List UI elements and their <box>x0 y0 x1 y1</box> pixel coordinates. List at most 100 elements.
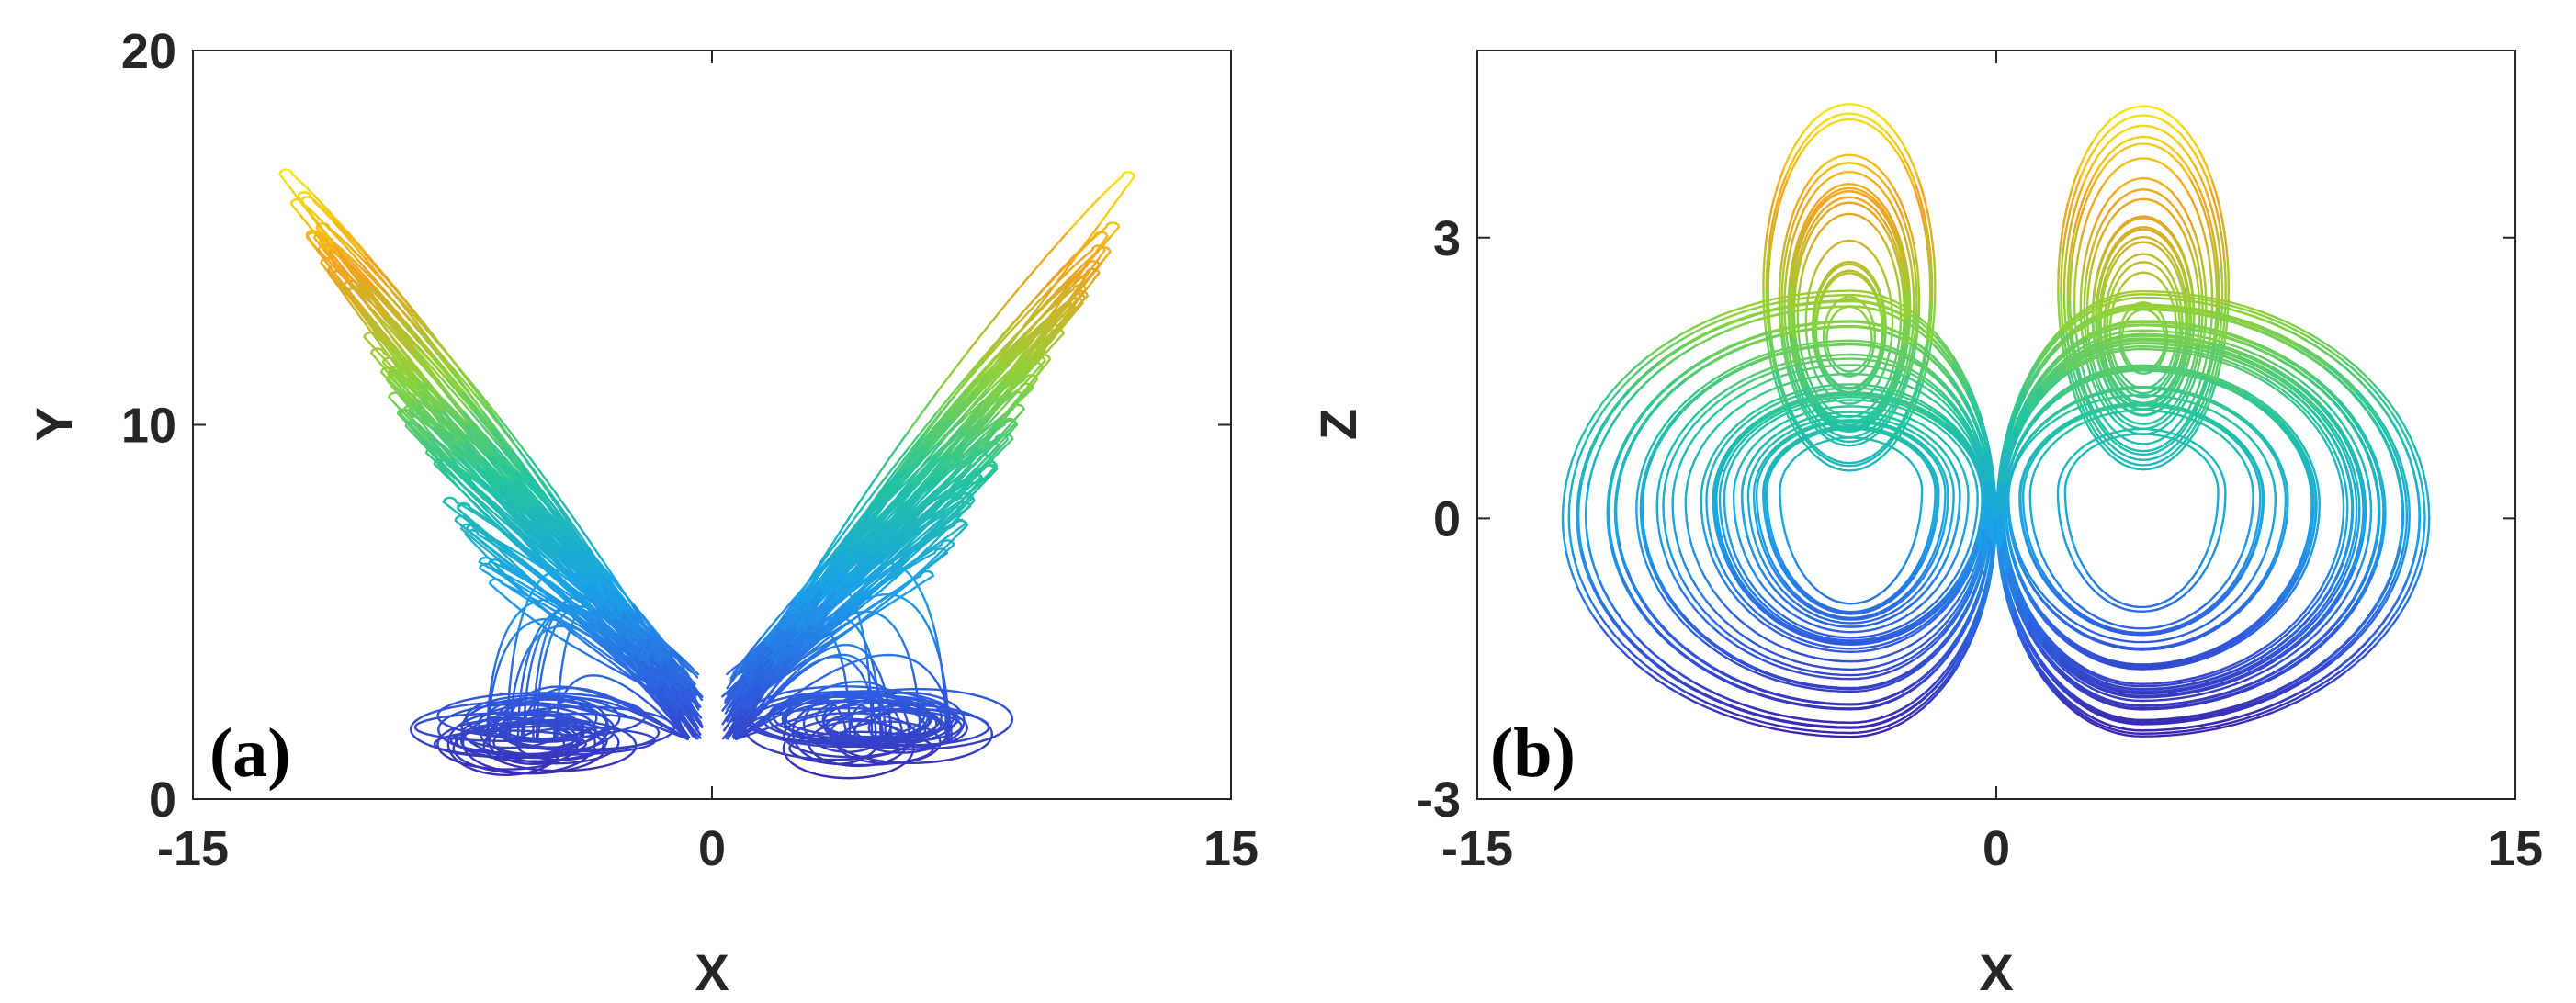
trajectory-loop <box>532 637 541 657</box>
trajectory-loop <box>483 767 507 773</box>
trajectory-loop <box>551 698 569 703</box>
trajectory-wing <box>447 504 466 520</box>
trajectory-loop <box>1991 481 1995 517</box>
trajectory-wing <box>466 430 492 457</box>
trajectory-wing <box>842 620 862 636</box>
trajectory-wing <box>1023 321 1052 356</box>
trajectory-loop <box>1919 480 1924 492</box>
trajectory-wing <box>515 571 534 585</box>
trajectory-loop <box>1827 597 1841 603</box>
trajectory-wing <box>518 512 544 538</box>
trajectory-wing <box>1037 328 1061 358</box>
trajectory-loop <box>907 600 921 614</box>
trajectory-loop <box>572 761 592 771</box>
x-tick-label: 0 <box>698 821 726 876</box>
trajectory-loop <box>1772 546 1782 565</box>
trajectory-wing <box>917 456 943 484</box>
trajectory-wing <box>544 555 570 579</box>
trajectory-loop <box>1758 551 1769 571</box>
trajectory-wing <box>481 456 509 485</box>
trajectory-loop <box>1971 443 1982 464</box>
trajectory-wing <box>613 631 638 658</box>
trajectory-wing <box>889 497 920 532</box>
trajectory-loop <box>952 728 963 739</box>
trajectory-loop <box>1909 561 1921 579</box>
trajectory-wing <box>911 490 936 515</box>
trajectory-loop <box>795 680 817 695</box>
trajectory-loop <box>867 727 873 735</box>
panel-label-a: (a) <box>209 715 291 792</box>
trajectory-loop <box>536 746 559 752</box>
trajectory-wing <box>514 567 532 581</box>
trajectory-wing <box>821 523 852 563</box>
trajectory-loop <box>466 725 481 732</box>
trajectory-loop <box>1787 627 1810 639</box>
trajectory-loop <box>1950 636 1969 663</box>
trajectory-wing <box>923 396 955 436</box>
trajectory-loop <box>1726 653 1757 671</box>
trajectory-loop <box>1642 535 1653 566</box>
trajectory-wing <box>742 687 762 712</box>
trajectory-loop <box>934 756 960 763</box>
trajectory-loop <box>542 625 556 633</box>
trajectory-loop <box>1834 620 1852 625</box>
trajectory-loop <box>814 670 835 683</box>
trajectory-loop <box>1712 480 1716 501</box>
trajectory-wing <box>442 497 450 508</box>
trajectory-wing <box>1069 246 1095 270</box>
trajectory-wing <box>963 343 996 381</box>
trajectory-loop <box>1979 480 1983 500</box>
trajectory-wing <box>565 598 585 616</box>
trajectory-loop <box>1939 470 1946 484</box>
trajectory-loop <box>788 707 818 713</box>
trajectory-loop <box>1929 510 1936 531</box>
trajectory-loop <box>844 683 850 705</box>
trajectory-wing <box>489 551 505 564</box>
trajectory-wing <box>627 675 649 688</box>
trajectory-wing <box>385 314 415 354</box>
trajectory-loop <box>594 698 609 704</box>
trajectory-loop <box>837 653 850 657</box>
trajectory-wing <box>456 503 465 514</box>
trajectory-loop <box>902 710 909 723</box>
trajectory-loop <box>409 719 417 731</box>
trajectory-loop <box>818 704 830 713</box>
trajectory-wing <box>463 523 474 528</box>
trajectory-loop <box>774 718 797 727</box>
trajectory-loop <box>1766 461 1774 474</box>
trajectory-loop <box>1718 543 1730 567</box>
trajectory-wing <box>867 571 888 589</box>
trajectory-loop <box>550 702 560 709</box>
trajectory-wing <box>763 630 783 659</box>
trajectory-loop <box>1760 531 1768 551</box>
trajectory-wing <box>1035 282 1068 315</box>
trajectory-wing <box>331 216 366 254</box>
trajectory-loop <box>583 750 615 756</box>
trajectory-loop <box>619 702 638 713</box>
trajectory-loop <box>920 715 926 725</box>
trajectory-wing <box>384 310 418 346</box>
trajectory-wing <box>458 432 485 459</box>
trajectory-loop <box>778 730 799 738</box>
trajectory-wing <box>331 238 356 262</box>
trajectory-wing <box>909 530 929 547</box>
trajectory-wing <box>620 648 638 662</box>
trajectory-loop <box>1716 410 1735 428</box>
trajectory-wing <box>846 582 870 605</box>
trajectory-loop <box>1913 524 1920 544</box>
trajectory-loop <box>1707 464 1715 484</box>
trajectory-loop <box>1805 640 1830 648</box>
trajectory-loop <box>1812 430 1826 437</box>
trajectory-loop <box>495 713 503 722</box>
trajectory-wing <box>482 569 499 581</box>
trajectory-loop <box>1933 470 1939 484</box>
plot-area-b <box>1477 51 2515 799</box>
trajectory-loop <box>1838 601 1852 605</box>
trajectory-loop <box>1794 592 1810 606</box>
trajectory-wing <box>499 486 525 511</box>
trajectory-loop <box>1607 389 1632 420</box>
trajectory-loop <box>541 628 549 650</box>
trajectory-wing <box>820 516 851 561</box>
trajectory-loop <box>414 712 432 723</box>
trajectory-loop <box>763 733 788 742</box>
